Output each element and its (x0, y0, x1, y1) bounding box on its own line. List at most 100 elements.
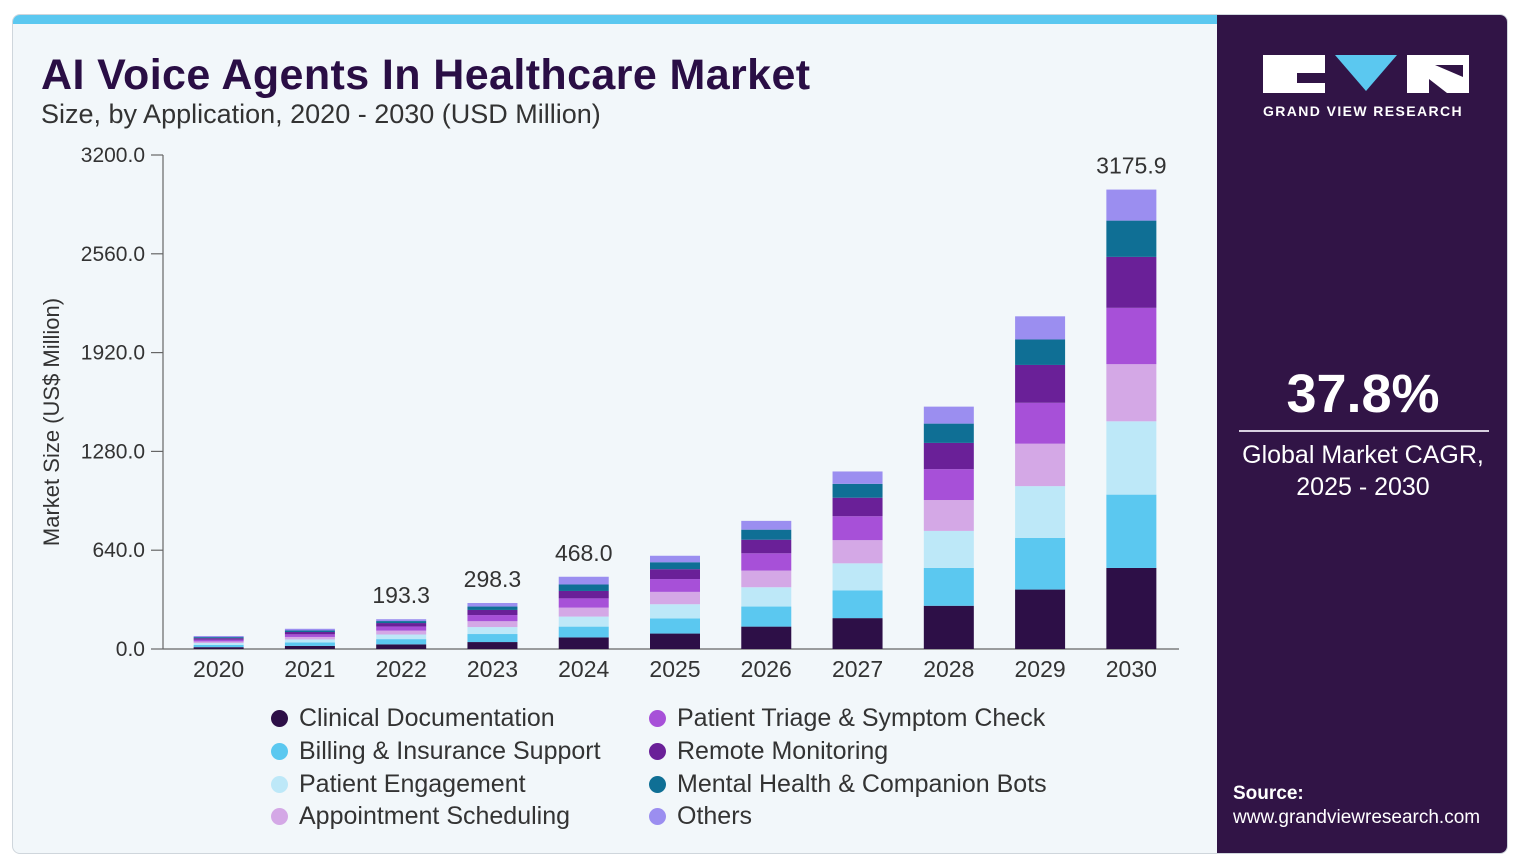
x-tick-label: 2021 (284, 656, 335, 682)
bar-segment (1106, 421, 1157, 495)
legend-item-appointment-scheduling: Appointment Scheduling (271, 801, 570, 831)
bar-segment (923, 530, 974, 568)
cagr-label-line2: 2025 - 2030 (1296, 473, 1430, 501)
bar-segment (650, 579, 700, 592)
bar-segment (376, 634, 427, 640)
grand-view-research-logo-icon (1263, 55, 1469, 93)
y-tick-label: 2560.0 (81, 243, 145, 266)
x-tick-label: 2020 (193, 656, 244, 682)
bar-segment (467, 627, 518, 635)
bar-segment (650, 591, 700, 605)
bar-segment (1106, 494, 1157, 568)
bar-segment (1015, 402, 1066, 444)
bar-segment (1106, 256, 1157, 308)
legend-label: Clinical Documentation (299, 703, 555, 732)
legend-item-mental-health: Mental Health & Companion Bots (649, 769, 1047, 799)
bar-segment (467, 609, 518, 616)
bar-segment (193, 647, 244, 649)
bar-segment (193, 637, 244, 639)
chart-title: AI Voice Agents In Healthcare Market (41, 51, 811, 99)
bar-segment (376, 639, 427, 645)
bar-segment (284, 645, 335, 649)
bar-segment (650, 604, 700, 619)
y-axis-title: Market Size (US$ Million) (39, 298, 64, 546)
x-tick-label: 2030 (1106, 656, 1157, 682)
bar-segment (923, 469, 974, 501)
bar-segment (741, 626, 792, 649)
bar-segment (193, 642, 244, 645)
legend-item-billing-insurance: Billing & Insurance Support (271, 736, 601, 766)
bar-segment (1015, 589, 1066, 649)
bar-segment (284, 632, 335, 635)
bar-segment (284, 639, 335, 643)
bar-segment (832, 540, 883, 564)
bar-segment (741, 529, 792, 540)
bar-segment (650, 569, 700, 580)
chart-card: AI Voice Agents In Healthcare Market Siz… (12, 14, 1508, 854)
bar-segment (923, 605, 974, 649)
bar-segment (284, 630, 335, 633)
bar-segment (376, 621, 427, 624)
bar-segment (923, 423, 974, 443)
y-tick-label: 1280.0 (81, 440, 145, 463)
legend-label: Others (677, 801, 753, 830)
legend-item-others: Others (649, 801, 752, 831)
legend-label: Patient Triage & Symptom Check (677, 703, 1046, 732)
legend-label: Billing & Insurance Support (299, 736, 601, 765)
bar-segment (193, 638, 244, 640)
bar-segment (741, 539, 792, 554)
legend-item-patient-engagement: Patient Engagement (271, 769, 526, 799)
bar-segment (832, 563, 883, 591)
legend-swatch (649, 807, 666, 825)
x-tick-label: 2026 (741, 656, 792, 682)
legend-swatch (649, 775, 666, 793)
bar-segment (832, 516, 883, 541)
bar-segment (376, 623, 427, 627)
bar-segment (467, 615, 518, 622)
bar-segment (193, 641, 244, 643)
bar-segment (558, 598, 609, 608)
source-link[interactable]: www.grandviewresearch.com (1233, 807, 1481, 828)
legend-swatch (649, 742, 666, 760)
bar-segment (1106, 364, 1157, 422)
x-tick-label: 2028 (923, 656, 974, 682)
chart-subtitle: Size, by Application, 2020 - 2030 (USD M… (41, 99, 601, 129)
x-tick-label: 2027 (832, 656, 883, 682)
bar-segment (558, 607, 609, 617)
cagr-label: Global Market CAGR, 2025 - 2030 (1227, 439, 1499, 503)
bar-segment (467, 642, 518, 649)
bar-segment (558, 576, 609, 585)
accent-bar (13, 15, 1217, 24)
bar-segment (193, 644, 244, 648)
brand-name: GRAND VIEW RESEARCH (1262, 103, 1464, 119)
bar-segment (558, 584, 609, 591)
bar-segment (1106, 220, 1157, 257)
bar-segment (650, 555, 700, 563)
bar-segment (741, 520, 792, 530)
cagr-value: 37.8% (1286, 364, 1440, 424)
bar-segment (284, 636, 335, 640)
bar-segment (923, 442, 974, 470)
bar-segment (376, 619, 427, 622)
bar-segment (558, 590, 609, 599)
bar-segment (376, 644, 427, 649)
bar-segment (1015, 443, 1066, 487)
bar-segment (650, 633, 700, 649)
bar-segment (832, 590, 883, 619)
y-tick-label: 0.0 (116, 638, 145, 661)
bar-segment (832, 471, 883, 484)
bar-segment (1106, 567, 1157, 649)
x-tick-label: 2025 (649, 656, 700, 682)
bar-segment (650, 562, 700, 570)
y-tick-label: 1920.0 (81, 342, 145, 365)
x-tick-label: 2024 (558, 656, 609, 682)
bar-segment (1015, 486, 1066, 538)
bar-segment (832, 618, 883, 649)
bar-segment (1015, 537, 1066, 590)
bar-total-label: 193.3 (372, 582, 430, 608)
bar-segment (467, 621, 518, 628)
bar-segment (558, 637, 609, 649)
legend-label: Remote Monitoring (677, 736, 889, 765)
x-tick-label: 2029 (1015, 656, 1066, 682)
y-tick-label: 640.0 (92, 539, 145, 562)
